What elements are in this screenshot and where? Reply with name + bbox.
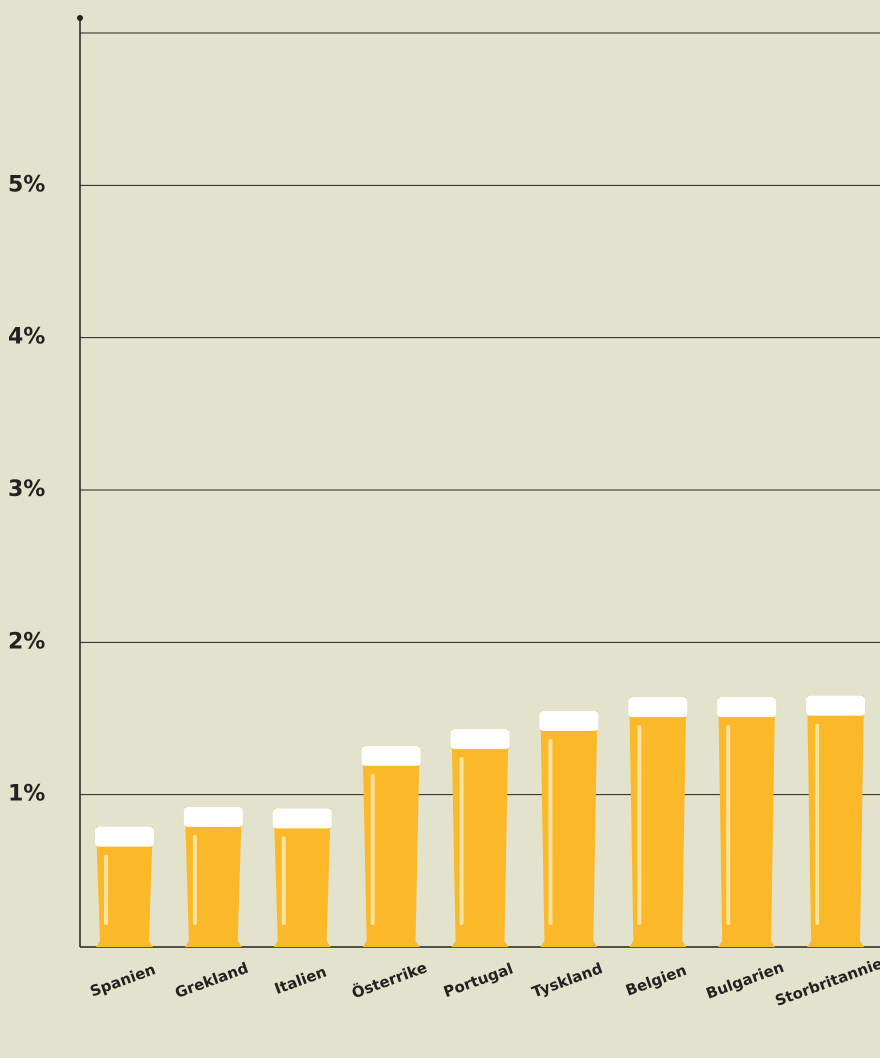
axis-dot [77,15,83,21]
glass-shine [726,725,730,925]
foam [628,697,687,717]
glass-shine [460,757,464,925]
x-tick-label: Spanien [88,960,158,1000]
chart: 1% 2% 3% 4% 5% Spanien Grekland Italien Österrik… [0,0,880,1058]
glass-shine [104,855,108,925]
glass-shine [282,836,286,925]
x-tick-label: Österrike [349,957,429,1002]
x-tick-label: Storbritannien [773,951,880,1010]
glass-shine [815,724,819,925]
y-tick-label: 2% [8,629,45,654]
foam [451,729,510,749]
x-tick-label: Grekland [173,959,251,1002]
foam [95,827,154,847]
foam [184,807,243,827]
glass-shine [371,774,375,925]
y-tick-label: 3% [8,477,45,502]
glass-shine [548,739,552,925]
x-tick-label: Portugal [441,959,515,1001]
foam [717,697,776,717]
foam [806,696,865,716]
foam [539,711,598,731]
glass-shine [193,835,197,925]
glass-shine [637,725,641,925]
foam [362,746,421,766]
x-tick-label: Tyskland [529,959,605,1001]
y-tick-label: 5% [8,172,45,197]
foam [273,808,332,828]
x-tick-label: Belgien [623,961,689,1000]
x-tick-label: Italien [272,963,329,998]
y-tick-label: 1% [8,782,45,807]
y-tick-label: 4% [8,325,45,350]
